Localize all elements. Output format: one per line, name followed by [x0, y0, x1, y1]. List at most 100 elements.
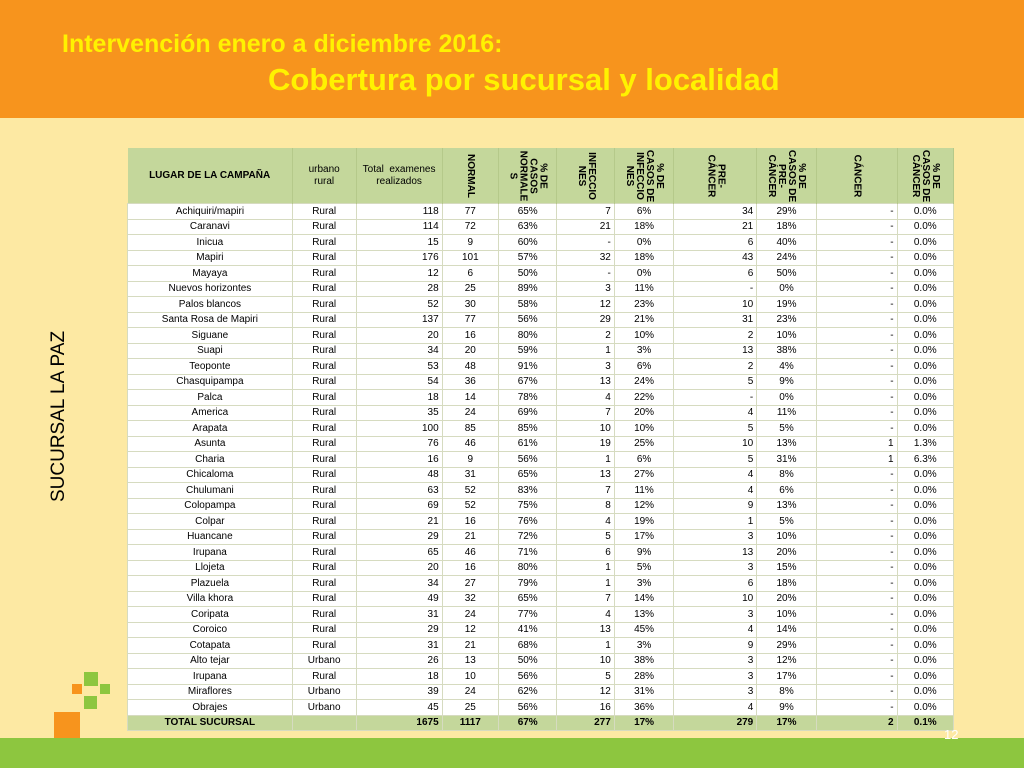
- cell-pct-precancer: 29%: [756, 637, 817, 654]
- cell-infecciones: 1: [556, 575, 615, 592]
- cell-pct-cancer: 0.0%: [896, 621, 955, 638]
- total-cell-pct-cancer: 0.1%: [896, 714, 955, 731]
- cell-cancer: -: [815, 296, 898, 313]
- cell-pct-normal: 60%: [497, 234, 558, 251]
- cell-pct-normal: 80%: [497, 327, 558, 344]
- table-row: Colpar Rural 21 16 76% 4 19% 1 5% -0.0%: [127, 513, 955, 530]
- cell-pct-infecciones: 24%: [613, 373, 675, 390]
- cell-tipo: Rural: [291, 559, 357, 576]
- cell-cancer: -: [815, 265, 898, 282]
- cell-pct-infecciones: 5%: [613, 559, 675, 576]
- cell-pct-cancer: 0.0%: [896, 404, 955, 421]
- cell-pct-normal: 71%: [497, 544, 558, 561]
- cell-cancer: 1: [815, 451, 898, 468]
- table-row: Colopampa Rural 69 52 75% 8 12% 9 13% -0.0%: [127, 497, 955, 514]
- cell-pct-normal: 61%: [497, 435, 558, 452]
- decor-square-5: [54, 712, 80, 738]
- header-infecciones-text: INFECCIO NES: [575, 151, 597, 200]
- cell-infecciones: 19: [556, 435, 615, 452]
- cell-normal: 36: [441, 373, 499, 390]
- cell-precancer: 34: [673, 203, 758, 220]
- header-normal: NORMAL: [442, 148, 499, 204]
- cell-pct-infecciones: 6%: [613, 203, 675, 220]
- cell-pct-precancer: 0%: [756, 389, 817, 406]
- cell-pct-normal: 75%: [497, 497, 558, 514]
- cell-tipo: Rural: [291, 265, 357, 282]
- cell-cancer: -: [815, 606, 898, 623]
- cell-total: 34: [355, 575, 443, 592]
- cell-infecciones: 1: [556, 559, 615, 576]
- table-row: Asunta Rural 76 46 61% 19 25% 10 13% 1 1.3%: [127, 435, 955, 452]
- cell-pct-precancer: 10%: [756, 528, 817, 545]
- cell-cancer: -: [815, 513, 898, 530]
- cell-pct-infecciones: 6%: [613, 358, 675, 375]
- cell-pct-cancer: 0.0%: [896, 234, 955, 251]
- cell-tipo: Rural: [291, 218, 357, 235]
- cell-total: 137: [355, 311, 443, 328]
- cell-cancer: -: [815, 637, 898, 654]
- cell-lugar: Nuevos horizontes: [127, 280, 293, 297]
- cell-pct-infecciones: 25%: [613, 435, 675, 452]
- cell-pct-cancer: 0.0%: [896, 373, 955, 390]
- cell-pct-cancer: 0.0%: [896, 265, 955, 282]
- cell-precancer: 3: [673, 606, 758, 623]
- cell-precancer: 31: [673, 311, 758, 328]
- cell-pct-normal: 79%: [497, 575, 558, 592]
- cell-total: 20: [355, 559, 443, 576]
- cell-total: 31: [355, 637, 443, 654]
- cell-lugar: Mapiri: [127, 249, 293, 266]
- cell-pct-infecciones: 0%: [613, 265, 675, 282]
- decor-square-2: [84, 672, 98, 686]
- total-cell-pct-infecciones: 17%: [613, 714, 675, 731]
- cell-infecciones: 7: [556, 590, 615, 607]
- table-row: Irupana Rural 65 46 71% 6 9% 13 20% -0.0%: [127, 544, 955, 561]
- cell-total: 48: [355, 466, 443, 483]
- header-infecciones: INFECCIO NES: [556, 148, 615, 204]
- decor-square-3: [100, 684, 110, 694]
- cell-lugar: Colpar: [127, 513, 293, 530]
- cell-pct-precancer: 10%: [756, 606, 817, 623]
- table-row: Huancane Rural 29 21 72% 5 17% 3 10% -0.0%: [127, 528, 955, 545]
- cell-pct-normal: 59%: [497, 342, 558, 359]
- cell-normal: 12: [441, 621, 499, 638]
- cell-pct-precancer: 14%: [756, 621, 817, 638]
- cell-pct-cancer: 0.0%: [896, 389, 955, 406]
- cell-tipo: Rural: [291, 513, 357, 530]
- cell-total: 15: [355, 234, 443, 251]
- cell-total: 54: [355, 373, 443, 390]
- cell-pct-precancer: 11%: [756, 404, 817, 421]
- cell-tipo: Rural: [291, 203, 357, 220]
- cell-pct-cancer: 0.0%: [896, 559, 955, 576]
- cell-pct-cancer: 0.0%: [896, 637, 955, 654]
- cell-lugar: Teoponte: [127, 358, 293, 375]
- table-row: Coripata Rural 31 24 77% 4 13% 3 10% -0.0%: [127, 606, 955, 623]
- header-cancer: CÁNCER: [816, 148, 898, 204]
- cell-infecciones: 1: [556, 451, 615, 468]
- cell-pct-cancer: 0.0%: [896, 482, 955, 499]
- cell-infecciones: -: [556, 265, 615, 282]
- cell-pct-cancer: 0.0%: [896, 280, 955, 297]
- cell-pct-infecciones: 10%: [613, 327, 675, 344]
- cell-pct-cancer: 0.0%: [896, 218, 955, 235]
- header-pct-precancer: % DE CASOS DE PRE- CÁNCER: [756, 148, 817, 204]
- cell-precancer: 9: [673, 497, 758, 514]
- cell-normal: 77: [441, 311, 499, 328]
- cell-infecciones: 12: [556, 683, 615, 700]
- page-number: 12: [944, 727, 959, 742]
- header-pct-infecciones-text: % DE CASOS DE INFECCIO NES: [624, 149, 666, 202]
- cell-tipo: Rural: [291, 249, 357, 266]
- cell-tipo: Rural: [291, 637, 357, 654]
- cell-total: 69: [355, 497, 443, 514]
- cell-pct-normal: 65%: [497, 590, 558, 607]
- cell-infecciones: 4: [556, 513, 615, 530]
- table-body: Achiquiri/mapiri Rural 118 77 65% 7 6% 34 29% -0.…: [127, 203, 955, 731]
- table-total-row: TOTAL SUCURSAL 1675 1117 67% 277 17% 279 17% 2 0.…: [127, 714, 955, 731]
- slide-subtitle: Cobertura por sucursal y localidad: [268, 62, 780, 97]
- cell-normal: 52: [441, 497, 499, 514]
- cell-cancer: -: [815, 203, 898, 220]
- cell-cancer: -: [815, 528, 898, 545]
- cell-pct-cancer: 0.0%: [896, 466, 955, 483]
- cell-total: 18: [355, 389, 443, 406]
- cell-cancer: -: [815, 327, 898, 344]
- cell-normal: 13: [441, 652, 499, 669]
